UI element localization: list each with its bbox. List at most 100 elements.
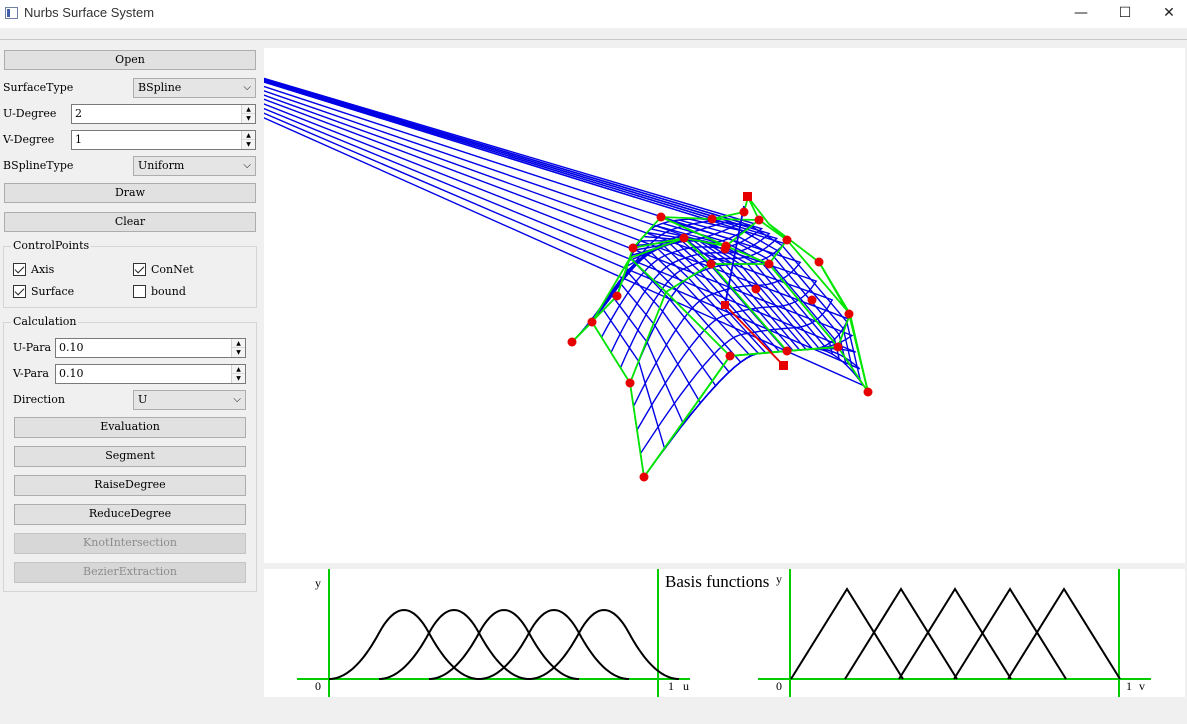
bound-checkbox[interactable]	[133, 285, 146, 298]
axis-label: Axis	[31, 263, 55, 276]
basis-u-axis-label: u	[683, 679, 689, 693]
axis-gizmo	[721, 192, 788, 370]
control-point	[628, 243, 638, 253]
control-point	[754, 215, 764, 225]
surface-v-isoline	[624, 247, 760, 354]
connet-checkbox[interactable]	[133, 263, 146, 276]
u-degree-label: U-Degree	[3, 107, 57, 120]
basis-u-y-label: y	[315, 576, 321, 590]
surface-v-isoline	[629, 243, 774, 353]
minimize-button[interactable]: —	[1074, 5, 1088, 21]
control-point	[814, 257, 824, 267]
basis-v-y-label: y	[776, 572, 782, 586]
bound-label: bound	[151, 285, 186, 298]
surface-type-label: SurfaceType	[3, 81, 74, 94]
spin-down-icon[interactable]: ▼	[236, 375, 241, 382]
surface-v-isoline	[599, 280, 702, 404]
surface-v-isoline	[646, 231, 814, 350]
chevron-down-icon: ⌵	[233, 394, 241, 405]
control-point	[751, 284, 761, 294]
surface-type-select[interactable]: BSpline ⌵	[133, 78, 256, 98]
basis-v-origin-label: 0	[776, 679, 782, 693]
control-point	[844, 309, 854, 319]
control-point	[625, 378, 635, 388]
u-para-label: U-Para	[13, 341, 52, 354]
raise-degree-button[interactable]: RaiseDegree	[14, 475, 246, 496]
control-point	[807, 295, 817, 305]
evaluation-button[interactable]: Evaluation	[14, 417, 246, 438]
control-net-column	[616, 256, 731, 357]
axis-x-handle	[779, 361, 788, 370]
basis-u-origin-label: 0	[315, 679, 321, 693]
surface-v-isoline	[637, 240, 794, 352]
surface-v-isoline	[643, 235, 807, 350]
axis-checkbox[interactable]	[13, 263, 26, 276]
v-para-spinbox[interactable]: 0.10 ▲ ▼	[55, 364, 246, 384]
basis-v-curve	[844, 587, 958, 680]
basis-u-curve	[478, 608, 630, 680]
spin-down-icon[interactable]: ▼	[246, 115, 251, 122]
surface-mesh	[0, 0, 866, 478]
control-point	[739, 207, 749, 217]
control-point	[725, 351, 735, 361]
spin-up-icon[interactable]: ▲	[232, 365, 245, 374]
control-point	[863, 387, 873, 397]
control-net-column	[571, 320, 645, 478]
basis-v-curves	[790, 587, 1121, 680]
v-para-value: 0.10	[59, 367, 84, 380]
spin-up-icon[interactable]: ▲	[242, 131, 255, 140]
axis-origin-handle	[721, 301, 729, 309]
control-point	[656, 212, 666, 222]
basis-u-curves	[328, 608, 680, 680]
direction-label: Direction	[13, 393, 65, 406]
v-degree-stepper: ▲ ▼	[241, 131, 255, 149]
basis-v-curve	[953, 587, 1067, 680]
bspline-type-select[interactable]: Uniform ⌵	[133, 156, 256, 176]
surface-checkbox[interactable]	[13, 285, 26, 298]
basis-v-axis-label: v	[1139, 679, 1145, 693]
surface-type-value: BSpline	[138, 81, 182, 94]
surface-label: Surface	[31, 285, 75, 298]
bspline-type-label: BSplineType	[3, 159, 74, 172]
chevron-down-icon: ⌵	[243, 160, 251, 171]
spin-up-icon[interactable]: ▲	[242, 105, 255, 114]
reduce-degree-button[interactable]: ReduceDegree	[14, 504, 246, 525]
basis-functions-panel: Basis functions y 0 1 u y 0 1 v	[264, 569, 1185, 697]
u-degree-stepper: ▲ ▼	[241, 105, 255, 123]
control-net-column	[632, 237, 788, 352]
control-point	[782, 235, 792, 245]
control-point	[782, 346, 792, 356]
spin-down-icon[interactable]: ▼	[236, 349, 241, 356]
surface-v-isoline	[688, 218, 854, 373]
direction-select[interactable]: U ⌵	[133, 390, 246, 410]
app-window-icon	[5, 7, 18, 19]
v-para-label: V-Para	[13, 367, 49, 380]
u-degree-value: 2	[75, 107, 82, 120]
draw-button[interactable]: Draw	[4, 183, 256, 203]
surface-3d-viewport[interactable]	[0, 0, 1185, 563]
u-para-spinbox[interactable]: 0.10 ▲ ▼	[55, 338, 246, 358]
bezier-extraction-button[interactable]: BezierExtraction	[14, 562, 246, 583]
open-button[interactable]: Open	[4, 50, 256, 70]
direction-value: U	[138, 393, 148, 406]
control-points	[567, 207, 873, 482]
v-degree-spinbox[interactable]: 1 ▲ ▼	[71, 130, 256, 150]
maximize-button[interactable]: ☐	[1118, 5, 1132, 21]
segment-button[interactable]: Segment	[14, 446, 246, 467]
bspline-type-value: Uniform	[138, 159, 185, 172]
u-para-value: 0.10	[59, 341, 84, 354]
clear-button[interactable]: Clear	[4, 212, 256, 232]
u-degree-spinbox[interactable]: 2 ▲ ▼	[71, 104, 256, 124]
knot-intersection-button[interactable]: KnotIntersection	[14, 533, 246, 554]
calculation-title: Calculation	[11, 315, 79, 328]
spin-up-icon[interactable]: ▲	[232, 339, 245, 348]
control-point	[720, 244, 730, 254]
close-button[interactable]: ✕	[1163, 5, 1175, 21]
v-degree-label: V-Degree	[3, 133, 55, 146]
basis-u-end-label: 1	[668, 679, 674, 693]
control-points-title: ControlPoints	[11, 239, 92, 252]
basis-u-curve	[528, 608, 680, 680]
control-point	[707, 214, 717, 224]
menu-bar	[0, 28, 1187, 40]
spin-down-icon[interactable]: ▼	[246, 141, 251, 148]
